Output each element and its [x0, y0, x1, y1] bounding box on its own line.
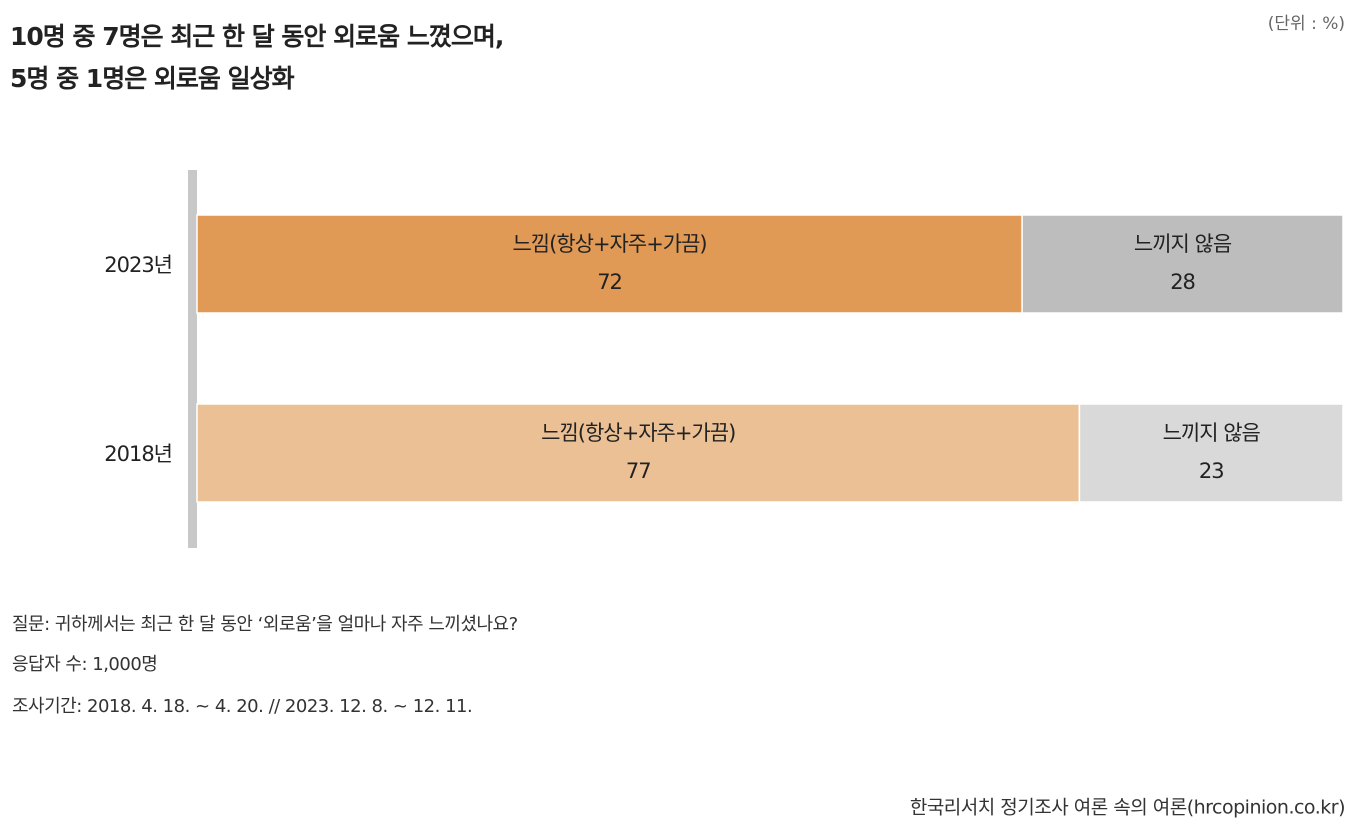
unit-label: (단위 : %)	[1268, 14, 1345, 34]
segment-label: 느끼지 않음	[1134, 232, 1232, 256]
bar-segment	[1021, 214, 1344, 314]
chart-title: 5명 중 1명은 외로움 일상화	[10, 64, 295, 93]
note: 조사기간: 2018. 4. 18. ~ 4. 20. // 2023. 12.…	[12, 696, 472, 717]
axis-line	[188, 170, 197, 548]
y-tick-label: 2023년	[104, 253, 172, 277]
segment-label: 느낌(항상+자주+가끔)	[541, 421, 735, 445]
source: 한국리서치 정기조사 여론 속의 여론(hrcopinion.co.kr)	[910, 797, 1345, 819]
value-label: 72	[597, 270, 622, 294]
value-label: 23	[1199, 459, 1224, 483]
chart-title: 10명 중 7명은 최근 한 달 동안 외로움 느꼈으며,	[10, 22, 503, 51]
note: 응답자 수: 1,000명	[12, 654, 157, 675]
bar-segment	[1078, 403, 1344, 503]
bar-segment	[196, 403, 1081, 503]
y-tick-label: 2018년	[104, 442, 172, 466]
value-label: 28	[1170, 270, 1195, 294]
value-label: 77	[626, 459, 651, 483]
segment-label: 느끼지 않음	[1163, 421, 1261, 445]
segment-label: 느낌(항상+자주+가끔)	[512, 232, 706, 256]
bar-segment	[196, 214, 1023, 314]
note: 질문: 귀하께서는 최근 한 달 동안 ‘외로움’을 얼마나 자주 느끼셨나요?	[12, 614, 518, 635]
